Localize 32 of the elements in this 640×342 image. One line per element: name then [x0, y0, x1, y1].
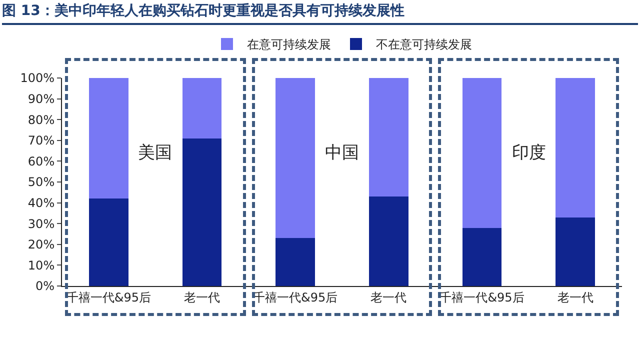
y-tick-label: 80%	[28, 112, 55, 127]
y-tick-label: 10%	[28, 258, 55, 272]
bar	[182, 138, 222, 286]
x-tick-label: 老一代	[557, 290, 594, 304]
y-tick-label: 30%	[28, 216, 55, 231]
y-tick-label: 70%	[28, 134, 55, 148]
legend-label: 在意可持续发展	[247, 38, 331, 52]
bar	[369, 196, 408, 286]
bar	[462, 78, 502, 228]
bar	[276, 78, 315, 238]
y-tick-label: 60%	[28, 154, 55, 168]
annotation: 印度	[512, 143, 546, 163]
bar	[556, 78, 595, 218]
y-tick-label: 40%	[28, 196, 55, 210]
annotation: 中国	[325, 143, 359, 163]
bar	[89, 78, 128, 199]
y-tick-label: 100%	[20, 71, 55, 86]
y-tick-label: 20%	[28, 238, 55, 252]
bar	[182, 78, 222, 138]
x-tick-label: 老一代	[184, 290, 220, 304]
y-tick-label: 90%	[28, 92, 55, 106]
y-tick-label: 50%	[28, 175, 55, 190]
annotation: 美国	[138, 143, 172, 163]
x-tick-label: 老一代	[370, 290, 407, 304]
bar	[276, 238, 315, 286]
bar	[369, 78, 408, 197]
bar	[556, 217, 595, 286]
bar	[462, 228, 502, 286]
bar	[89, 198, 128, 286]
chart-title: 图 13：美中印年轻人在购买钻石时更重视是否具有可持续发展性	[2, 2, 638, 25]
legend-label: 不在意可持续发展	[376, 38, 472, 52]
y-tick-label: 0%	[36, 279, 55, 294]
